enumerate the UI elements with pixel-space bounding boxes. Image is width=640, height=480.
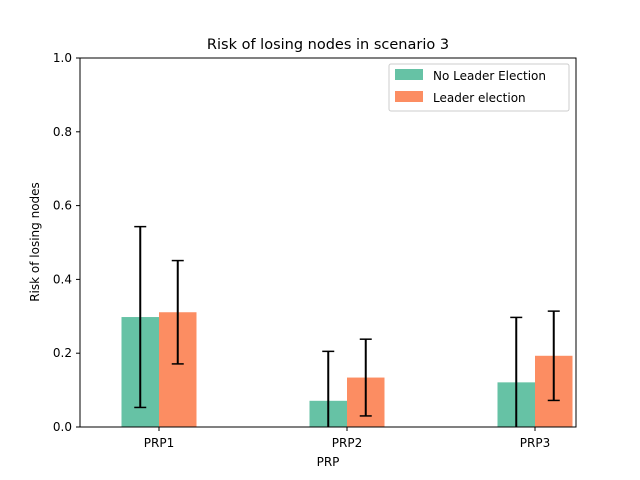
errorbar-leader-election-prp3 [547, 310, 560, 402]
y-tick-label: 0.6 [53, 199, 72, 213]
y-axis-label: Risk of losing nodes [28, 182, 42, 302]
legend: No Leader Election Leader election [388, 63, 570, 112]
legend-label-leader-election: Leader election [433, 91, 526, 105]
x-tick-label-prp2: PRP2 [332, 436, 362, 450]
y-tick-label: 0.8 [53, 125, 72, 139]
errorbars-layer [134, 225, 560, 427]
legend-swatch-leader-election [395, 91, 423, 102]
x-tick-label-prp3: PRP3 [520, 436, 550, 450]
y-tick-label: 0.2 [53, 346, 72, 360]
y-axis: 0.0 0.2 0.4 0.6 0.8 1.0 [53, 51, 80, 434]
legend-frame [388, 63, 570, 112]
x-axis-label: PRP [317, 455, 340, 469]
legend-label-no-leader-election: No Leader Election [433, 69, 546, 83]
y-tick-label: 0.4 [53, 272, 72, 286]
x-axis: PRP1 PRP2 PRP3 [144, 427, 550, 450]
errorbar-leader-election-prp1 [171, 259, 184, 365]
x-tick-label-prp1: PRP1 [144, 436, 174, 450]
chart-title: Risk of losing nodes in scenario 3 [207, 37, 449, 53]
plot-area-frame [79, 57, 577, 428]
y-tick-label: 0.0 [53, 420, 72, 434]
bars-layer [121, 312, 573, 427]
errorbar-no-leader-election-prp2 [322, 350, 335, 427]
errorbar-no-leader-election-prp1 [134, 225, 147, 409]
errorbar-leader-election-prp2 [359, 338, 372, 417]
legend-swatch-no-leader-election [395, 69, 423, 80]
errorbar-no-leader-election-prp3 [510, 316, 523, 427]
y-tick-label: 1.0 [53, 51, 72, 65]
